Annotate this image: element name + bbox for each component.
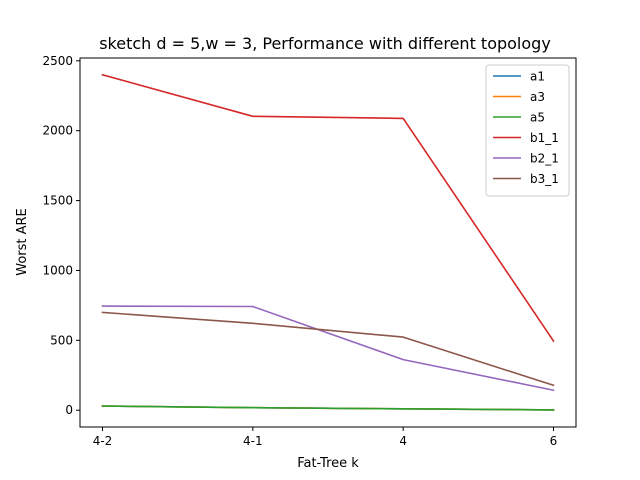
chart-title: sketch d = 5,w = 3, Performance with dif… xyxy=(99,34,551,53)
y-tick-label: 500 xyxy=(50,333,73,347)
y-tick-label: 1000 xyxy=(42,263,73,277)
x-tick-label: 4-2 xyxy=(93,434,113,448)
x-axis-label: Fat-Tree k xyxy=(297,456,359,471)
y-tick-label: 2500 xyxy=(42,54,73,68)
legend-label-a1: a1 xyxy=(530,70,545,84)
y-tick-label: 2000 xyxy=(42,124,73,138)
x-axis: 4-2 4-1 4 6 xyxy=(93,427,558,448)
plot-frame xyxy=(79,57,577,428)
legend: a1 a3 a5 b1_1 b2_1 b3_1 xyxy=(485,64,570,197)
legend-label-b1_1: b1_1 xyxy=(530,131,559,145)
y-axis: 0 500 1000 1500 2000 2500 xyxy=(42,54,80,417)
x-tick-label: 6 xyxy=(550,434,558,448)
y-tick-label: 1500 xyxy=(42,194,73,208)
series-line-a5 xyxy=(101,405,555,411)
series-layer xyxy=(101,73,555,411)
series-line-b1_1 xyxy=(101,73,555,343)
legend-label-b2_1: b2_1 xyxy=(530,152,559,166)
x-tick-label: 4-1 xyxy=(243,434,263,448)
legend-label-a5: a5 xyxy=(530,111,545,125)
series-line-b3_1 xyxy=(101,311,555,387)
x-tick-label: 4 xyxy=(399,434,407,448)
legend-box xyxy=(485,64,570,197)
y-axis-label: Worst ARE xyxy=(15,208,30,276)
legend-label-b3_1: b3_1 xyxy=(530,172,559,186)
legend-label-a3: a3 xyxy=(530,90,545,104)
y-tick-label: 0 xyxy=(65,403,73,417)
series-line-b2_1 xyxy=(101,305,555,392)
